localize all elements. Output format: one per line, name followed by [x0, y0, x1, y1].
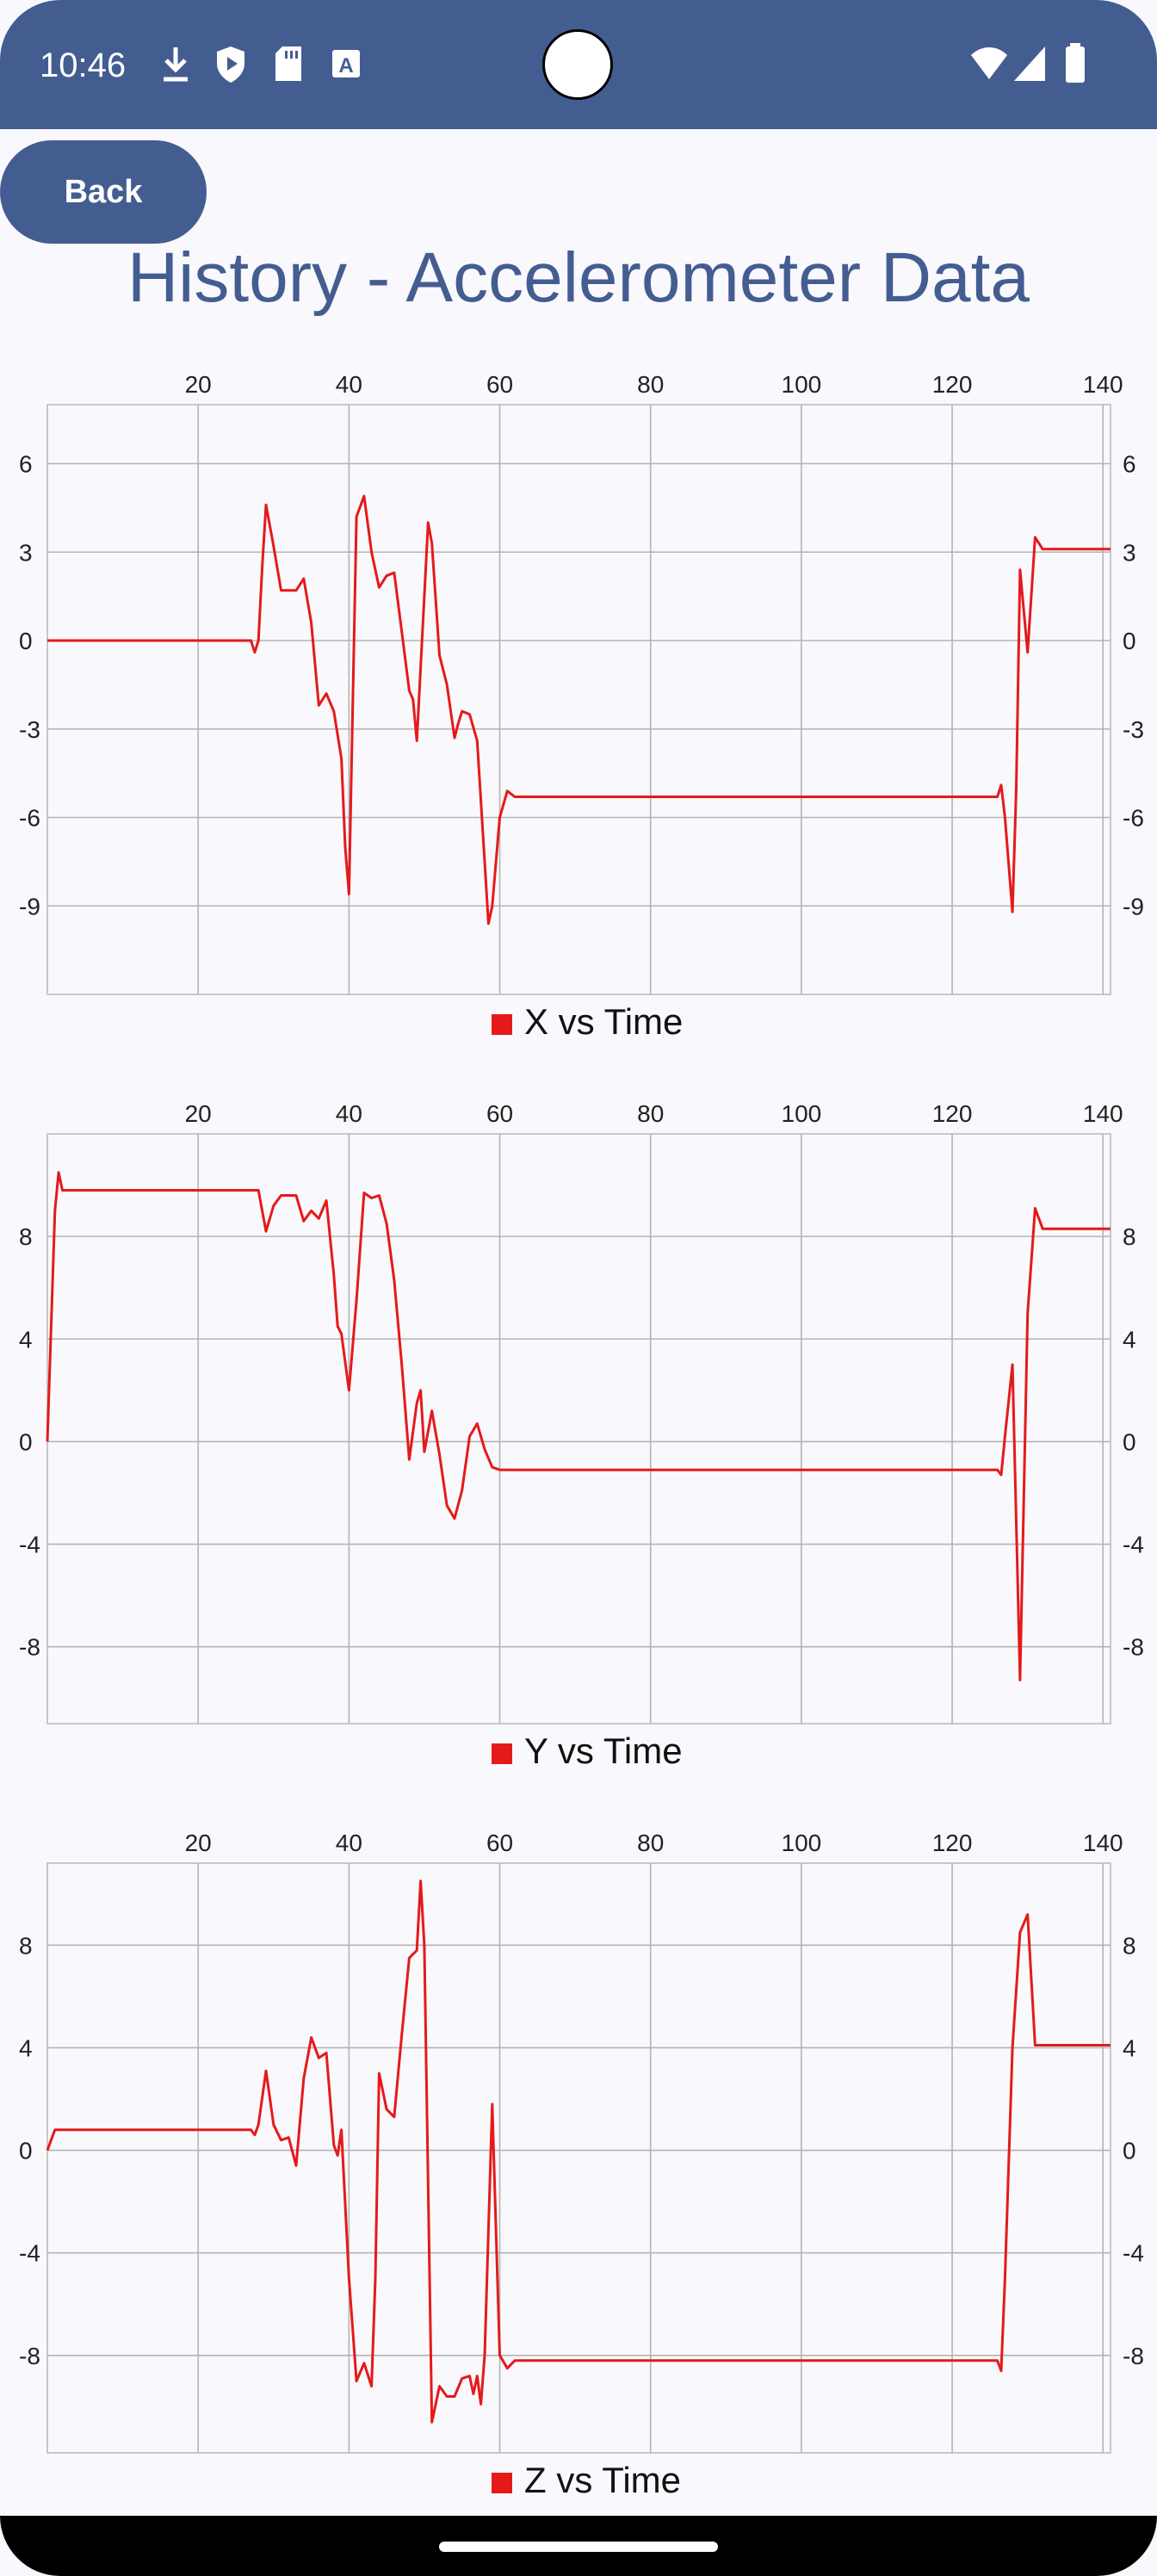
y-tick-label-left: -8 — [19, 1634, 40, 1661]
back-button[interactable]: Back — [0, 140, 207, 244]
page-title: History - Accelerometer Data — [127, 238, 1030, 317]
x-tick-label: 100 — [782, 1830, 822, 1856]
plot-frame — [46, 1133, 1111, 1725]
signal-icon — [1014, 46, 1045, 81]
x-tick-label: 60 — [486, 1830, 513, 1856]
x-tick-label: 20 — [185, 1100, 212, 1127]
status-bar: 10:46 A — [0, 0, 1157, 129]
x-tick-label: 80 — [637, 371, 664, 398]
legend-swatch — [492, 1014, 512, 1035]
y-tick-label-right: 8 — [1123, 1223, 1136, 1250]
z-vs-time-chart: 20 40 60 80 100 120 140 8 8 4 4 0 0 -4 -4 -8 -8 Z vs Time — [0, 1820, 1157, 2509]
chart-svg: 20 40 60 80 100 120 140 6 6 3 3 0 0 -3 -3 -6 -6 -9 -9 X vs … — [19, 371, 1144, 1042]
x-tick-label: 100 — [782, 371, 822, 398]
x-tick-label: 80 — [637, 1100, 664, 1127]
y-tick-label-left: -4 — [19, 2240, 40, 2267]
y-tick-label-left: 8 — [19, 1932, 33, 1959]
download-icon — [164, 47, 188, 82]
x-tick-label: 60 — [486, 1100, 513, 1127]
home-indicator[interactable] — [439, 2542, 718, 2552]
x-tick-label: 140 — [1083, 371, 1123, 398]
x-tick-label: 40 — [336, 371, 362, 398]
series-line — [46, 1879, 1111, 2424]
y-tick-label-left: 0 — [19, 628, 33, 654]
y-tick-label-right: 0 — [1123, 1428, 1136, 1455]
x-tick-label: 20 — [185, 371, 212, 398]
y-tick-label-left: 4 — [19, 1326, 33, 1353]
shield-play-icon — [217, 46, 244, 83]
y-tick-label-right: 4 — [1123, 2034, 1136, 2061]
y-tick-label-right: -6 — [1123, 805, 1144, 832]
x-tick-label: 100 — [782, 1100, 822, 1127]
plot-frame — [46, 1862, 1111, 2454]
x-tick-label: 80 — [637, 1830, 664, 1856]
y-tick-label-left: -4 — [19, 1532, 40, 1558]
x-tick-label: 40 — [336, 1100, 362, 1127]
y-tick-label-left: -9 — [19, 893, 40, 920]
y-tick-label-left: 6 — [19, 451, 33, 478]
y-tick-label-left: 3 — [19, 539, 33, 566]
svg-text:A: A — [338, 54, 353, 77]
y-tick-label-left: 4 — [19, 2034, 33, 2061]
y-tick-label-left: 0 — [19, 1428, 33, 1455]
sd-card-icon — [275, 46, 301, 81]
y-tick-label-right: -9 — [1123, 893, 1144, 920]
x-tick-label: 120 — [932, 1830, 973, 1856]
legend-label: X vs Time — [524, 1001, 683, 1042]
y-tick-label-right: 6 — [1123, 451, 1136, 478]
y-tick-label-right: -4 — [1123, 1532, 1144, 1558]
x-vs-time-chart: 20 40 60 80 100 120 140 6 6 3 3 0 0 -3 -3 -6 -6 -9 -9 X vs … — [0, 362, 1157, 1050]
y-tick-label-left: -3 — [19, 716, 40, 743]
wifi-icon — [971, 47, 1007, 79]
y-vs-time-chart: 20 40 60 80 100 120 140 8 8 4 4 0 0 -4 -4 -8 -8 Y vs Time — [0, 1091, 1157, 1780]
legend-swatch — [492, 1743, 512, 1764]
front-camera — [542, 29, 613, 100]
x-tick-label: 140 — [1083, 1100, 1123, 1127]
x-tick-label: 20 — [185, 1830, 212, 1856]
y-tick-label-right: 3 — [1123, 539, 1136, 566]
x-tick-label: 120 — [932, 371, 973, 398]
series-line — [46, 1171, 1111, 1681]
y-tick-label-right: 0 — [1123, 2138, 1136, 2164]
series-line — [47, 494, 1111, 926]
y-tick-label-right: -8 — [1123, 2343, 1144, 2369]
y-tick-label-left: 0 — [19, 2138, 33, 2164]
y-tick-label-left: -8 — [19, 2343, 40, 2369]
y-tick-label-right: -3 — [1123, 716, 1144, 743]
y-tick-label-right: -8 — [1123, 1634, 1144, 1661]
y-tick-label-right: 4 — [1123, 1326, 1136, 1353]
legend-label: Y vs Time — [524, 1731, 683, 1771]
x-tick-label: 40 — [336, 1830, 362, 1856]
status-time: 10:46 — [40, 46, 127, 84]
y-tick-label-right: 0 — [1123, 628, 1136, 654]
battery-icon — [1066, 43, 1085, 83]
plot-frame — [46, 404, 1111, 995]
x-tick-label: 60 — [486, 371, 513, 398]
y-tick-label-left: 8 — [19, 1223, 33, 1250]
y-tick-label-left: -6 — [19, 805, 40, 832]
x-tick-label: 140 — [1083, 1830, 1123, 1856]
font-a-icon: A — [332, 50, 360, 77]
legend-swatch — [492, 2473, 512, 2493]
y-tick-label-right: -4 — [1123, 2240, 1144, 2267]
legend-label: Z vs Time — [524, 2460, 681, 2500]
y-tick-label-right: 8 — [1123, 1932, 1136, 1959]
x-tick-label: 120 — [932, 1100, 973, 1127]
